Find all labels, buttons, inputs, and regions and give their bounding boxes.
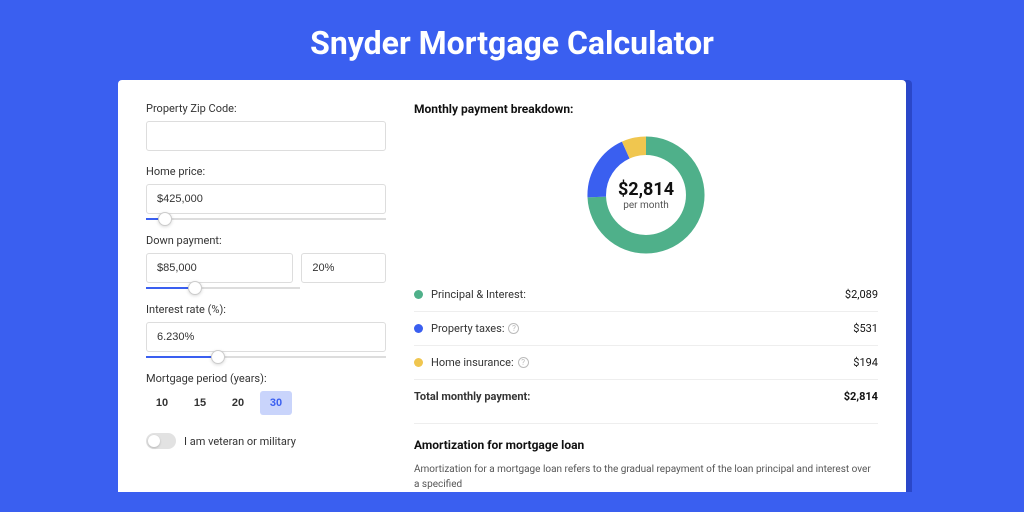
home-price-label: Home price:: [146, 165, 386, 178]
period-option-30[interactable]: 30: [260, 391, 292, 415]
total-label: Total monthly payment:: [414, 390, 844, 403]
down-payment-input[interactable]: [146, 253, 293, 283]
legend-label: Home insurance:?: [431, 356, 853, 369]
slider-thumb[interactable]: [211, 350, 225, 364]
help-icon[interactable]: ?: [508, 323, 519, 334]
slider-thumb[interactable]: [188, 281, 202, 295]
legend-value: $2,089: [845, 288, 878, 301]
home-price-input[interactable]: [146, 184, 386, 214]
amortization-text: Amortization for a mortgage loan refers …: [414, 462, 878, 492]
total-value: $2,814: [844, 390, 878, 403]
zip-input[interactable]: [146, 121, 386, 151]
donut-center: $2,814 per month: [581, 130, 711, 260]
down-payment-field-group: Down payment:: [146, 234, 386, 289]
page-title: Snyder Mortgage Calculator: [0, 0, 1024, 80]
mortgage-period-label: Mortgage period (years):: [146, 372, 386, 385]
legend-value: $194: [853, 356, 878, 369]
down-payment-label: Down payment:: [146, 234, 386, 247]
help-icon[interactable]: ?: [518, 357, 529, 368]
toggle-knob: [148, 435, 160, 447]
period-option-15[interactable]: 15: [184, 391, 216, 415]
interest-rate-label: Interest rate (%):: [146, 303, 386, 316]
calculator-card: Property Zip Code: Home price: Down paym…: [118, 80, 906, 492]
interest-rate-slider[interactable]: [146, 356, 386, 358]
legend-label: Property taxes:?: [431, 322, 853, 335]
legend-dot: [414, 290, 423, 299]
period-option-10[interactable]: 10: [146, 391, 178, 415]
donut-chart-wrap: $2,814 per month: [414, 130, 878, 260]
interest-rate-field-group: Interest rate (%):: [146, 303, 386, 358]
veteran-toggle-row: I am veteran or military: [146, 433, 386, 449]
form-column: Property Zip Code: Home price: Down paym…: [146, 102, 386, 492]
zip-field-group: Property Zip Code:: [146, 102, 386, 151]
home-price-slider[interactable]: [146, 218, 386, 220]
down-payment-percent-input[interactable]: [301, 253, 386, 283]
legend-row: Property taxes:?$531: [414, 312, 878, 346]
breakdown-column: Monthly payment breakdown: $2,814 per mo…: [414, 102, 878, 492]
total-row: Total monthly payment: $2,814: [414, 380, 878, 413]
veteran-toggle-label: I am veteran or military: [184, 435, 296, 448]
veteran-toggle[interactable]: [146, 433, 176, 449]
amortization-title: Amortization for mortgage loan: [414, 438, 878, 452]
zip-label: Property Zip Code:: [146, 102, 386, 115]
interest-rate-input[interactable]: [146, 322, 386, 352]
legend-label: Principal & Interest:: [431, 288, 845, 301]
legend-row: Home insurance:?$194: [414, 346, 878, 380]
mortgage-period-field-group: Mortgage period (years): 10152030: [146, 372, 386, 415]
legend-value: $531: [853, 322, 878, 335]
donut-sub-label: per month: [623, 200, 669, 211]
amortization-section: Amortization for mortgage loan Amortizat…: [414, 423, 878, 492]
down-payment-slider[interactable]: [146, 287, 300, 289]
breakdown-title: Monthly payment breakdown:: [414, 102, 878, 116]
slider-thumb[interactable]: [158, 212, 172, 226]
legend-dot: [414, 358, 423, 367]
donut-amount: $2,814: [618, 179, 674, 200]
home-price-field-group: Home price:: [146, 165, 386, 220]
donut-chart: $2,814 per month: [581, 130, 711, 260]
legend-dot: [414, 324, 423, 333]
period-option-20[interactable]: 20: [222, 391, 254, 415]
legend-row: Principal & Interest:$2,089: [414, 278, 878, 312]
